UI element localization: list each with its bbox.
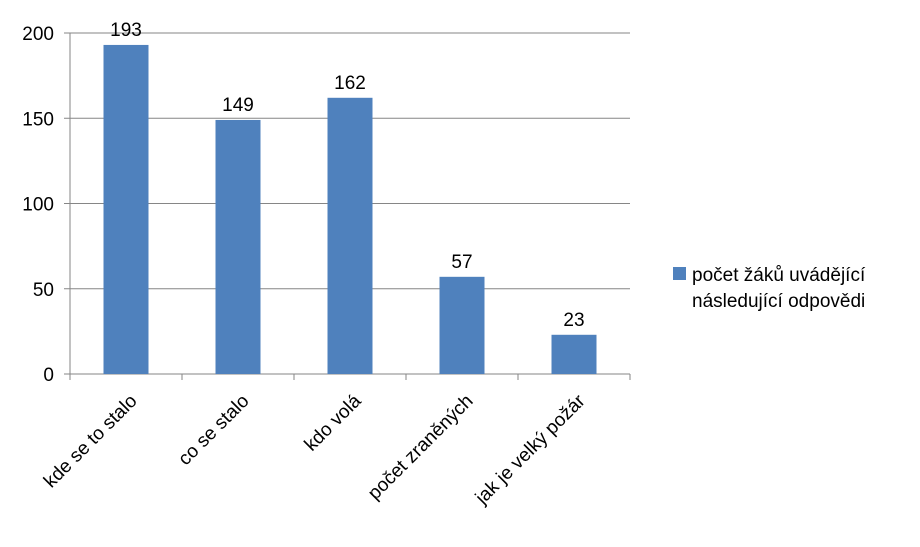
bars [103,44,597,375]
y-tick-label: 100 [22,195,54,216]
x-category-label: co se stalo [174,391,253,470]
data-label: 57 [451,252,472,273]
y-tick-label: 0 [43,365,54,386]
x-category-label: počet zraněných [364,391,477,504]
legend-swatch [673,267,686,280]
y-axis-ticks: 0 50 100 150 200 [22,24,70,386]
legend-label: následující odpovědi [692,291,865,312]
bar [103,44,149,375]
legend: počet žáků uvádějící následující odpovědi [673,265,866,312]
data-labels: 193 149 162 57 23 [110,20,584,331]
bar [551,334,597,374]
x-axis-categories: kde se to stalo co se stalo kdo volápočet … [40,390,590,509]
x-category-label: jak je velký požár [471,390,590,509]
y-tick-label: 200 [22,24,54,45]
y-tick-label: 50 [33,280,54,301]
bar [327,97,373,374]
data-label: 23 [563,310,584,331]
data-label: 162 [334,73,366,94]
y-tick-label: 150 [22,109,54,130]
x-category-label: kdo volá [301,390,366,455]
x-category-label: kde se to stalo [40,391,141,492]
bar [439,276,485,374]
legend-label: počet žáků uvádějící [692,265,866,286]
data-label: 193 [110,20,142,41]
bar [215,119,261,374]
data-label: 149 [222,95,254,116]
